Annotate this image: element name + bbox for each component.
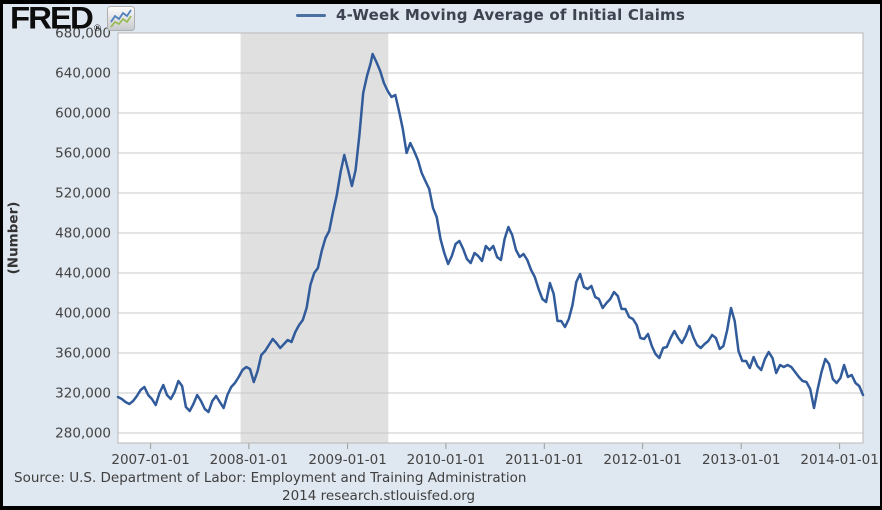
fred-logo: FRED ®	[10, 0, 135, 36]
legend-series-label: 4-Week Moving Average of Initial Claims	[335, 6, 686, 24]
x-tick-label: 2012-01-01	[603, 452, 681, 468]
registered-trademark-mark: ®	[92, 24, 102, 34]
y-tick-label: 480,000	[55, 226, 111, 242]
y-tick-label: 520,000	[55, 186, 111, 202]
recession-band	[240, 33, 389, 443]
y-tick-label: 440,000	[55, 266, 111, 282]
legend-line-swatch	[295, 13, 326, 17]
y-tick-label: 600,000	[55, 106, 111, 122]
x-tick-label: 2010-01-01	[407, 452, 485, 468]
fred-logo-text: FRED	[10, 0, 94, 36]
y-tick-label: 680,000	[55, 26, 111, 42]
y-tick-label: 560,000	[55, 146, 111, 162]
chart-legend: 4-Week Moving Average of Initial Claims	[118, 6, 863, 24]
source-text: Source: U.S. Department of Labor: Employ…	[14, 470, 527, 486]
y-tick-label: 280,000	[55, 426, 111, 442]
sparkline-chart-icon	[106, 6, 135, 35]
x-tick-label: 2014-01-01	[800, 452, 878, 468]
y-axis-title: (Number)	[5, 201, 22, 275]
y-tick-label: 320,000	[55, 386, 111, 402]
credit-text: 2014 research.stlouisfed.org	[282, 488, 476, 504]
data-line	[116, 52, 865, 414]
plot-border	[117, 32, 864, 444]
x-tick-label: 2009-01-01	[308, 452, 386, 468]
x-tick-label: 2007-01-01	[111, 452, 189, 468]
plot-background	[118, 33, 863, 443]
y-tick-label: 360,000	[55, 346, 111, 362]
y-tick-label: 640,000	[55, 66, 111, 82]
x-tick-label: 2011-01-01	[505, 452, 583, 468]
x-tick-label: 2013-01-01	[702, 452, 780, 468]
y-tick-label: 400,000	[55, 306, 111, 322]
x-tick-label: 2008-01-01	[210, 452, 288, 468]
